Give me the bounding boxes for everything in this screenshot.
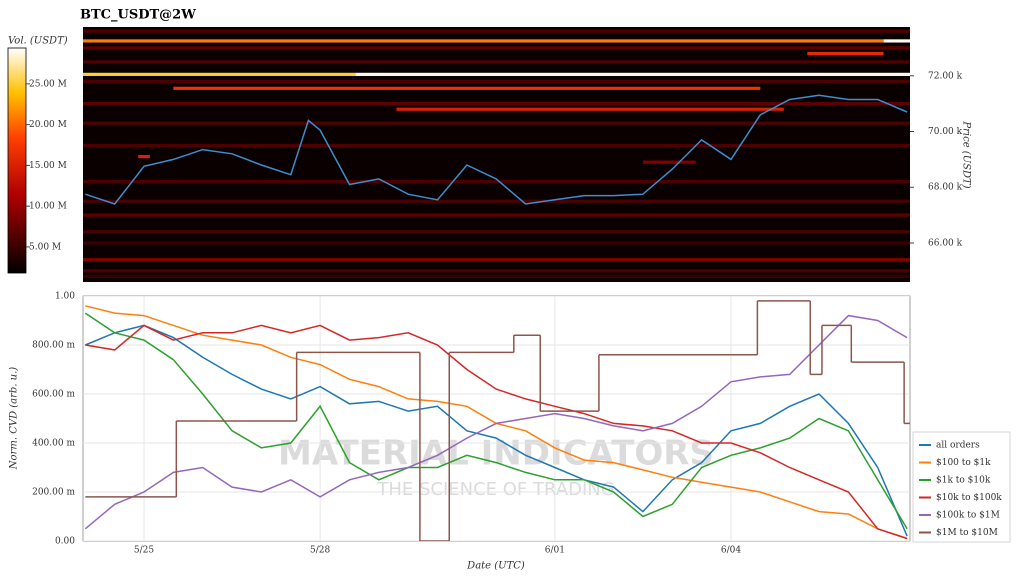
y-tick-label: 68.00 k [928,183,963,193]
heatmap-cell [83,230,910,234]
colorbar-tick-label: 20.00 M [29,120,67,130]
plot-area [82,295,911,542]
heatmap-cell [355,72,910,76]
heatmap-cell [883,39,910,43]
y-tick-label: 200.00 m [32,488,75,498]
heatmap-cell [83,102,910,106]
watermark: THE SCIENCE OF TRADING [376,479,614,500]
legend [912,431,1011,543]
heatmap-cell [83,46,910,50]
heatmap-background [83,27,910,282]
heatmap-cell [83,121,910,125]
heatmap-cell [83,258,910,262]
heatmap-cell [83,143,910,148]
x-tick-label: 5/25 [134,546,154,556]
heatmap-cell [173,86,761,90]
y-tick-label: 1.00 [55,292,75,302]
y-tick-label: 800.00 m [32,341,75,351]
x-axis-label: Date (UTC) [466,561,525,572]
legend-label: $100 to $1k [936,458,991,468]
heatmap-cell [83,274,910,279]
legend-label: $10k to $100k [936,493,1002,503]
colorbar-tick-label: 15.00 M [29,161,67,171]
heatmap-cell [83,199,910,203]
y-axis-label: Price (USDT) [961,120,972,188]
colorbar [7,47,27,274]
x-tick-label: 6/01 [545,546,565,556]
heatmap-cell [83,29,910,33]
legend-label: $1k to $10k [936,476,991,486]
heatmap-cell [83,60,910,64]
y-axis-label: Norm. CVD (arb. u.) [9,367,20,470]
heatmap-cell [396,107,784,111]
colorbar-tick-label: 5.00 M [29,242,61,252]
price-line [85,94,908,205]
chart-title: BTC_USDT@2W [80,8,196,23]
series-line [85,324,908,537]
y-tick-label: 72.00 k [928,71,963,81]
y-tick-label: 400.00 m [32,439,75,449]
heatmap-cell [642,160,696,164]
heatmap-cell [83,72,356,76]
heatmap-cell [83,180,910,184]
y-tick-label: 600.00 m [32,390,75,400]
heatmap-cell [138,154,150,159]
colorbar-tick-label: 10.00 M [29,202,67,212]
y-tick-label: 70.00 k [928,127,963,137]
watermark: MATERIAL INDICATORS [278,434,714,474]
heatmap-cell [83,213,910,217]
legend-label: all orders [936,441,980,451]
y-tick-label: 0.00 [55,537,75,547]
series-line [84,314,908,530]
colorbar-title: Vol. (USDT) [8,36,68,47]
heatmap-cell [807,51,884,56]
x-tick-label: 5/28 [310,546,330,556]
x-tick-label: 6/04 [721,546,741,556]
series-line [85,324,908,540]
colorbar-tick-label: 25.00 M [29,79,67,89]
heatmap-cell [83,79,910,83]
heatmap-cell [83,39,884,43]
legend-label: $1M to $10M [936,528,998,538]
heatmap-cell [83,241,910,245]
heatmap-cell [83,269,910,273]
series-line [84,312,908,530]
y-tick-label: 66.00 k [928,238,963,248]
legend-label: $100k to $1M [936,511,1000,521]
